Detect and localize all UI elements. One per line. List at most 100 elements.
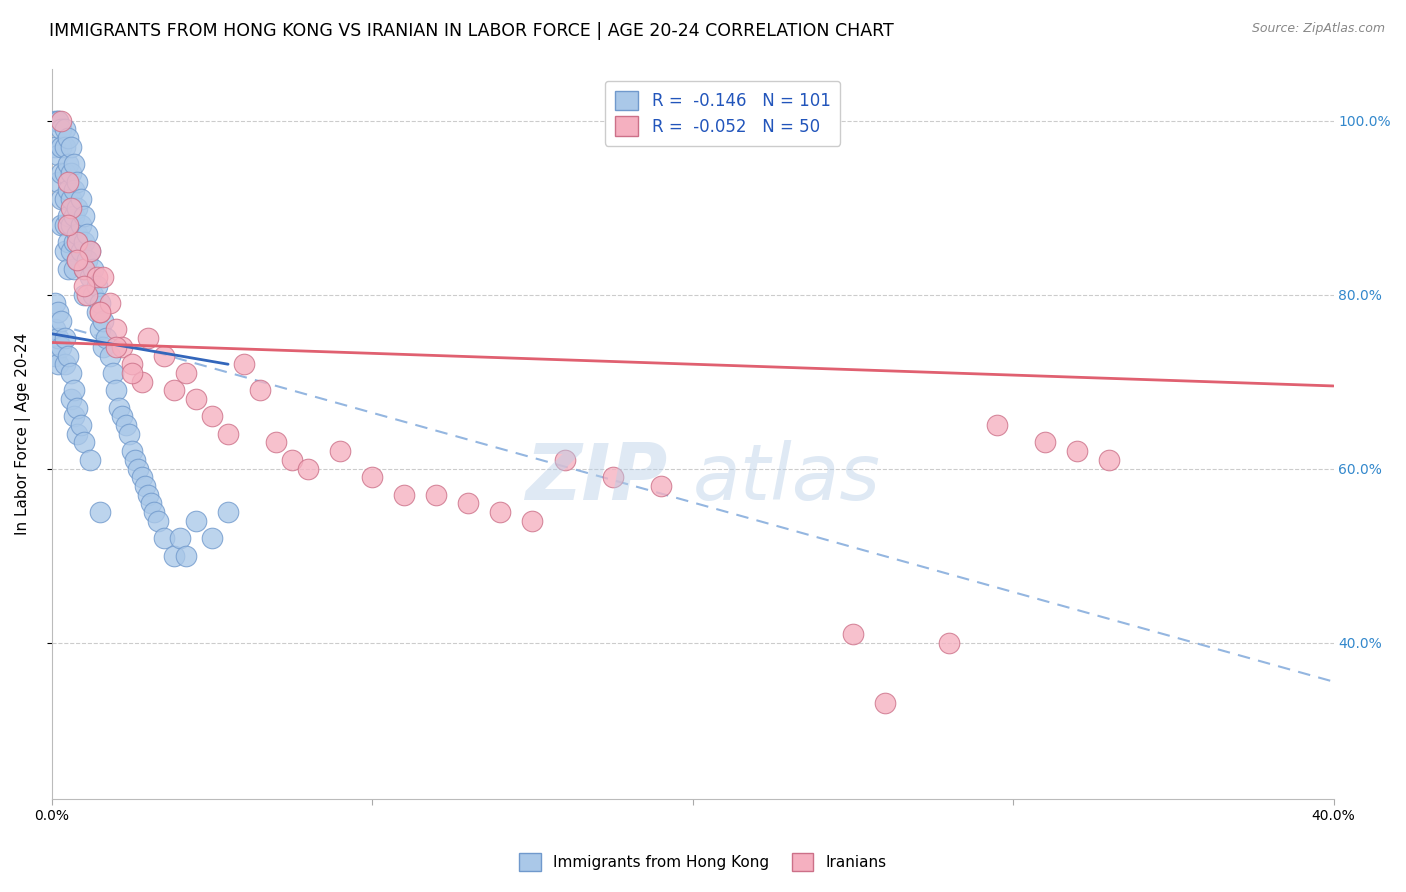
Point (79, 244, 101, 259)
Point (79, 244, 101, 259)
Point (53, 218, 76, 232)
Point (89, 305, 111, 319)
Point (111, 409, 134, 424)
Point (121, 444, 143, 458)
Point (162, 549, 184, 563)
Point (60, 201, 83, 215)
Point (73, 235, 96, 250)
Point (66, 227, 89, 241)
Point (111, 340, 134, 354)
Point (124, 453, 146, 467)
Point (46, 148, 69, 162)
Point (217, 426, 239, 441)
Legend: R =  -0.146   N = 101, R =  -0.052   N = 50: R = -0.146 N = 101, R = -0.052 N = 50 (605, 80, 841, 145)
Point (73, 279, 96, 293)
Point (938, 635, 960, 649)
Point (53, 166, 76, 180)
Point (46, 357, 69, 371)
Point (76, 252, 98, 267)
Point (56, 261, 79, 276)
Point (101, 366, 124, 380)
Point (51, 192, 73, 206)
Point (162, 384, 184, 398)
Point (56, 349, 79, 363)
Point (46, 113, 69, 128)
Point (131, 375, 153, 389)
Point (60, 366, 83, 380)
Point (176, 549, 198, 563)
Point (51, 113, 73, 128)
Point (134, 479, 156, 493)
Point (91, 340, 114, 354)
Point (602, 470, 624, 484)
Point (53, 331, 76, 345)
Point (86, 270, 108, 285)
Point (51, 218, 73, 232)
Point (56, 175, 79, 189)
Point (63, 261, 86, 276)
Point (89, 322, 111, 336)
Point (69, 192, 91, 206)
Point (1033, 435, 1056, 450)
Point (873, 697, 896, 711)
Point (60, 140, 83, 154)
Point (394, 488, 416, 502)
Point (66, 401, 89, 415)
Point (46, 331, 69, 345)
Point (73, 261, 96, 276)
Point (553, 453, 575, 467)
Point (82, 261, 104, 276)
Text: IMMIGRANTS FROM HONG KONG VS IRANIAN IN LABOR FORCE | AGE 20-24 CORRELATION CHAR: IMMIGRANTS FROM HONG KONG VS IRANIAN IN … (49, 22, 894, 40)
Point (66, 252, 89, 267)
Point (69, 244, 91, 259)
Point (127, 461, 149, 475)
Point (153, 531, 176, 545)
Point (96, 331, 118, 345)
Point (66, 201, 89, 215)
Point (86, 279, 108, 293)
Point (56, 131, 79, 145)
Point (44, 113, 66, 128)
Point (66, 175, 89, 189)
Point (63, 183, 86, 197)
Point (76, 287, 98, 301)
Point (143, 505, 166, 519)
Point (53, 140, 76, 154)
Point (51, 140, 73, 154)
Text: Source: ZipAtlas.com: Source: ZipAtlas.com (1251, 22, 1385, 36)
Point (89, 305, 111, 319)
Point (201, 531, 224, 545)
Point (1066, 444, 1088, 458)
Point (98, 349, 121, 363)
Point (56, 183, 79, 197)
Point (51, 314, 73, 328)
Point (104, 322, 127, 336)
Point (281, 453, 304, 467)
Point (56, 157, 79, 171)
Point (82, 287, 104, 301)
Point (53, 192, 76, 206)
Point (329, 444, 352, 458)
Point (104, 384, 127, 398)
Point (63, 210, 86, 224)
Point (146, 514, 169, 528)
Point (297, 461, 319, 475)
Point (63, 235, 86, 250)
Point (44, 140, 66, 154)
Point (63, 384, 86, 398)
Legend: Immigrants from Hong Kong, Iranians: Immigrants from Hong Kong, Iranians (513, 847, 893, 877)
Point (1098, 453, 1121, 467)
Point (141, 496, 163, 510)
Point (69, 218, 91, 232)
Point (73, 435, 96, 450)
Point (249, 384, 271, 398)
Point (44, 296, 66, 310)
Point (51, 166, 73, 180)
Point (51, 340, 73, 354)
Point (63, 157, 86, 171)
Point (986, 418, 1008, 433)
Point (176, 366, 198, 380)
Point (44, 322, 66, 336)
Point (114, 418, 136, 433)
Point (53, 244, 76, 259)
